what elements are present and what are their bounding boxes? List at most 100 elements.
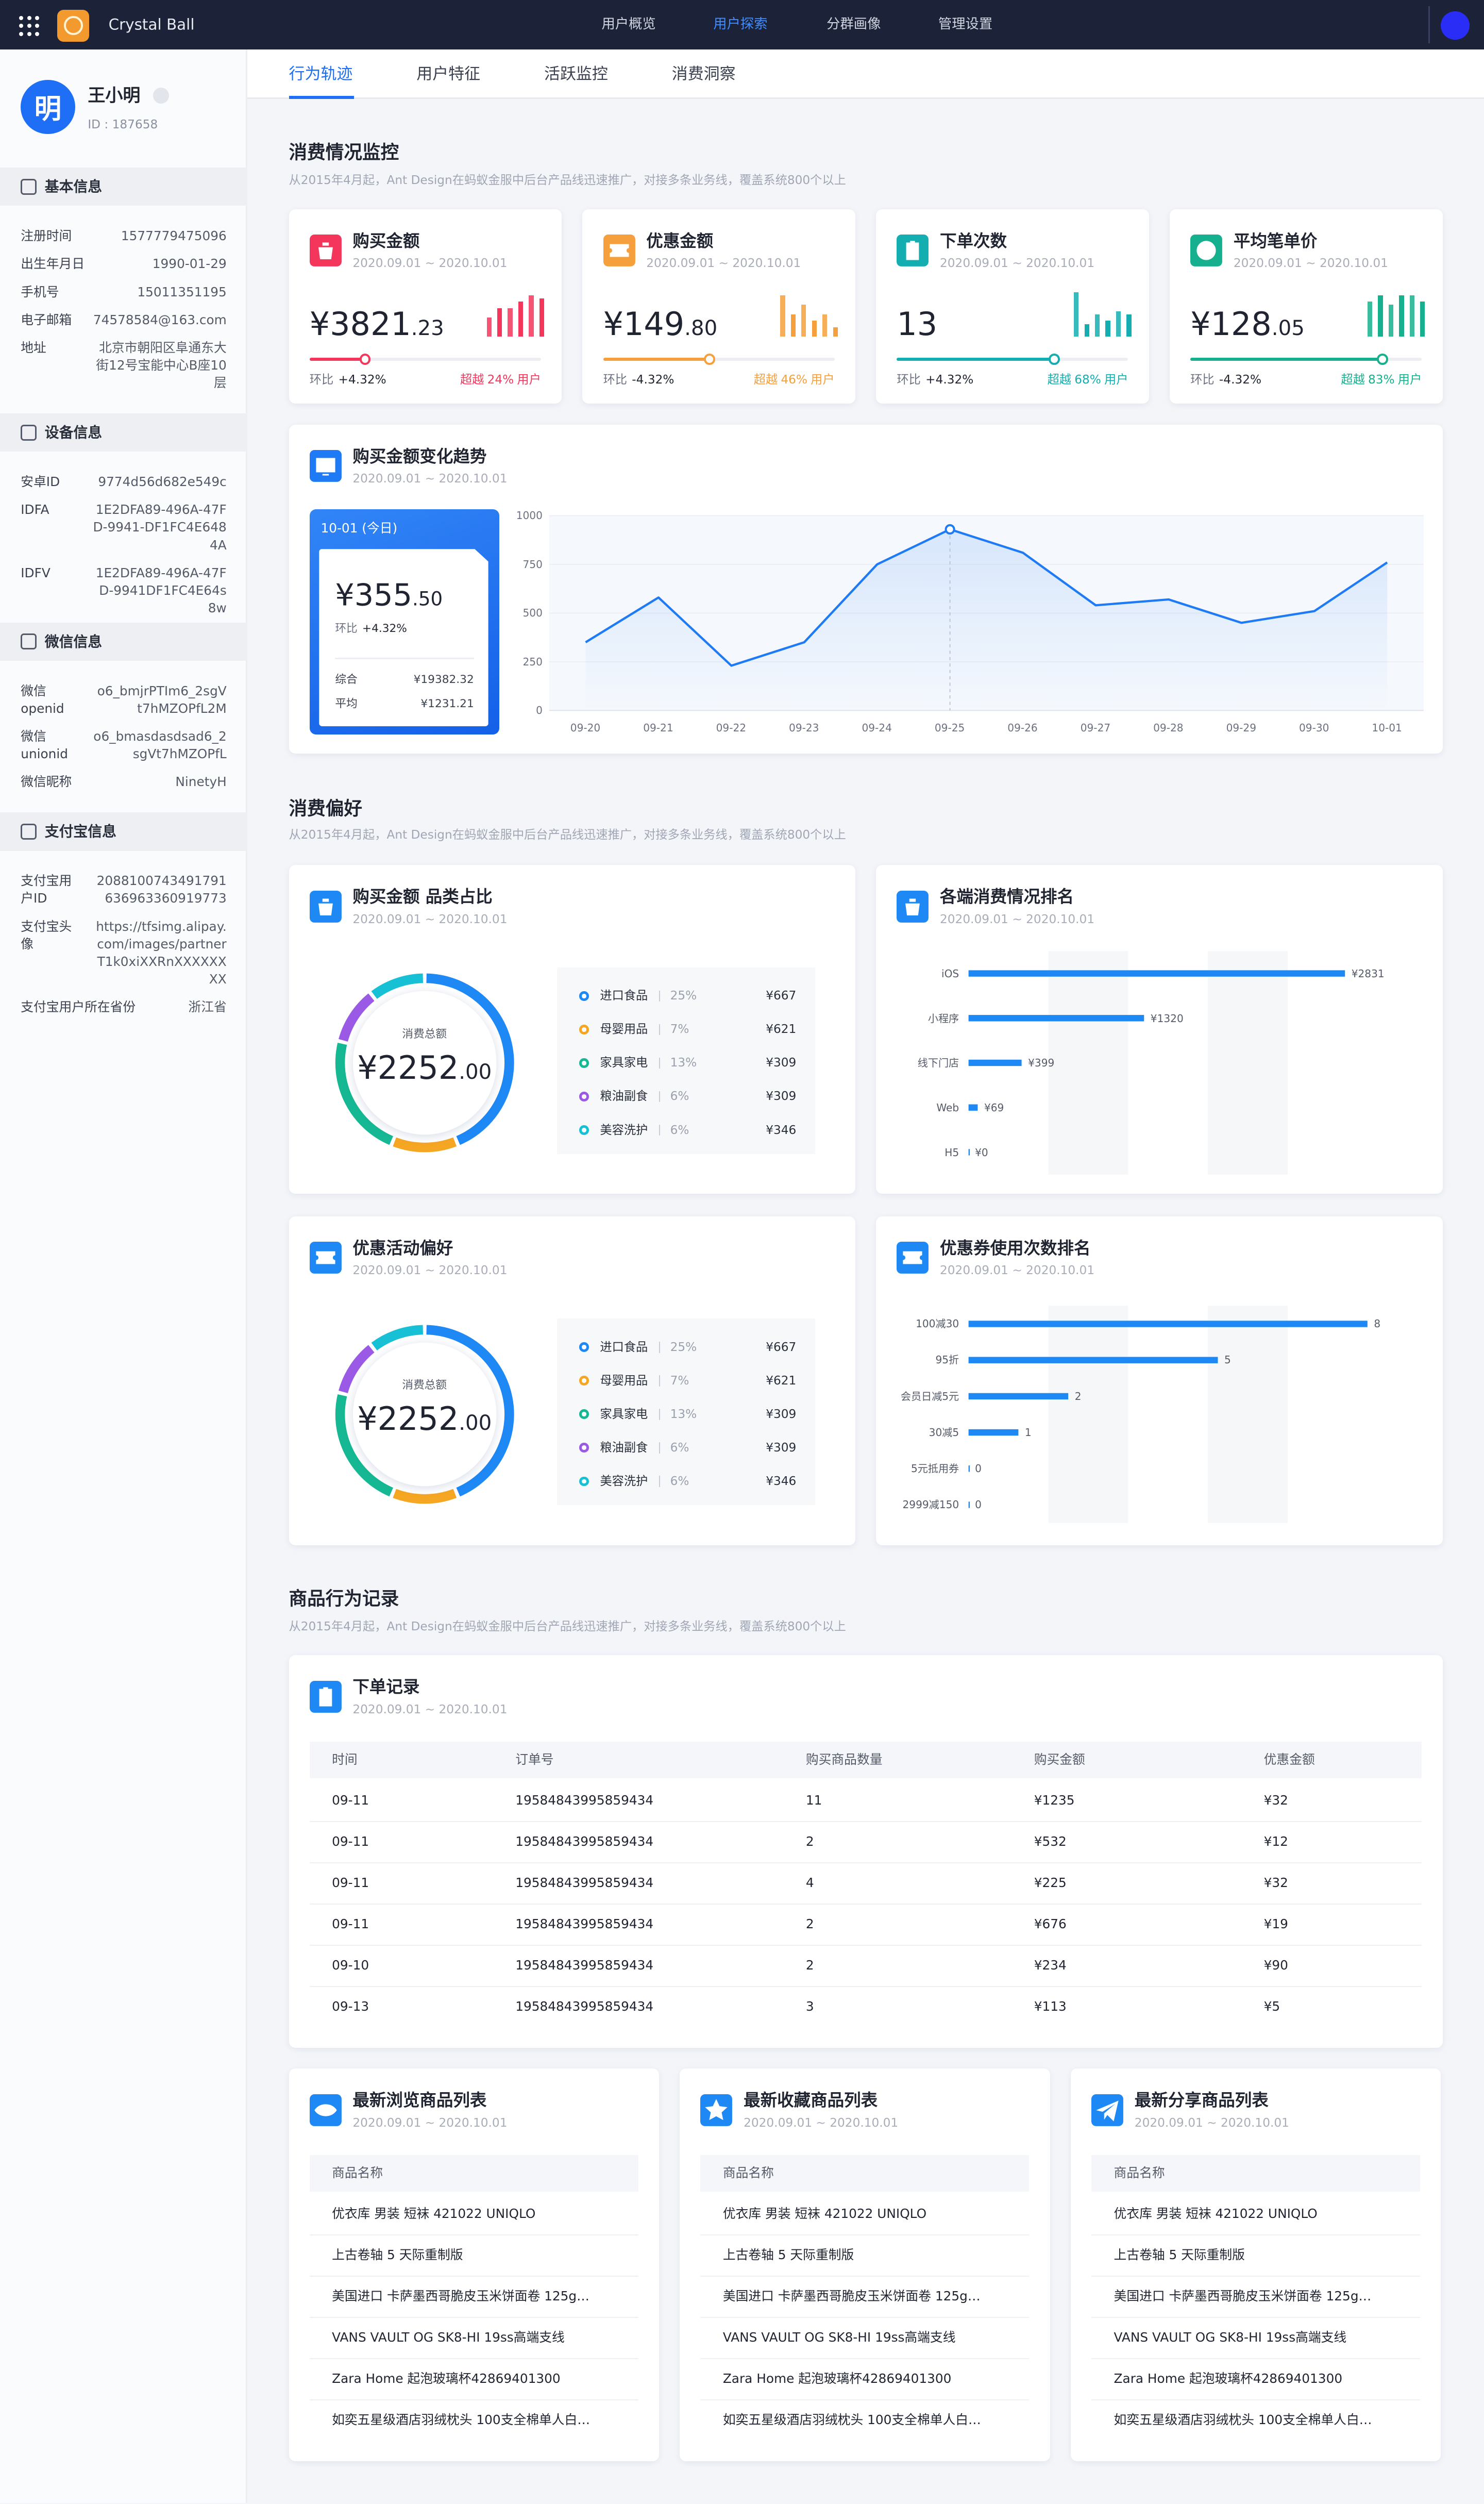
section-title: 消费情况监控 [289, 142, 399, 163]
kpi-value: ¥149.80 [603, 305, 718, 343]
icon [309, 891, 342, 923]
donut-card: 优惠活动偏好 2020.09.01 ~ 2020.10.01 消费总额 ¥2252.0… [289, 1216, 855, 1545]
info-label: 支付宝用户所在省份 [21, 999, 136, 1015]
mini-bar [508, 308, 513, 337]
info-row: 电子邮箱 74578584@163.com [21, 311, 226, 329]
table-cell: 19584843995859434 [515, 1957, 654, 1973]
beat-suffix: 用户 [811, 373, 835, 387]
kpi-decimal: .05 [1271, 316, 1305, 340]
bar-label: 30减5 [929, 1426, 959, 1439]
bar-chart [968, 951, 1345, 1175]
icon [309, 235, 342, 267]
row-sep [1091, 2234, 1421, 2236]
legend-box [556, 1318, 816, 1506]
info-value: o6_bmasdasdsad6_2sgVt7hMZOPfL [93, 729, 227, 762]
table-cell: ¥32 [1263, 1793, 1288, 1808]
center-integer: ¥2252 [357, 1049, 459, 1087]
legend-name: 母婴用品 [600, 1373, 648, 1388]
list-item: 上古卷轴 5 天际重制版 [722, 2247, 854, 2263]
info-row: 出生年月日 1990-01-29 [21, 255, 226, 273]
bar [968, 1357, 1218, 1363]
bar-label: iOS [941, 967, 959, 980]
icon-glyph [1096, 2100, 1119, 2122]
info-row: IDFA 1E2DFA89-496A-47FD-9941-DF1FC4E6484A [21, 501, 226, 554]
icon-glyph [316, 1251, 335, 1264]
info-label: 安卓ID [21, 474, 60, 490]
table-cell: 09-10 [332, 1957, 369, 1973]
card-date: 2020.09.01 ~ 2020.10.01 [1233, 256, 1388, 271]
legend-amount: ¥309 [766, 1407, 797, 1421]
kpi-decimal: .23 [411, 316, 444, 340]
mini-bar [1084, 324, 1089, 337]
avatar-button [1441, 11, 1470, 40]
kpi-change: 环比 +4.32% [897, 373, 973, 387]
pie-segment [335, 1394, 393, 1497]
card-title: 下单记录 [352, 1677, 420, 1697]
mini-bar [1378, 295, 1383, 337]
card-title: 下单次数 [940, 231, 1007, 251]
list-item: 如奕五星级酒店羽绒枕头 100支全棉单人白… [722, 2412, 981, 2427]
card-title: 最新分享商品列表 [1134, 2090, 1269, 2110]
change-label: 环比 [897, 373, 921, 387]
card-date: 2020.09.01 ~ 2020.10.01 [646, 256, 801, 271]
progress-dot [1377, 353, 1388, 365]
info-label: 微信unionid [21, 729, 68, 762]
table-cell: ¥113 [1034, 1998, 1067, 2014]
card-title: 购买金额 [352, 231, 420, 251]
table-cell: 19584843995859434 [515, 1834, 654, 1849]
list-item: 如奕五星级酒店羽绒枕头 100支全棉单人白… [1114, 2412, 1372, 2427]
icon [309, 1242, 342, 1274]
change-value: -4.32% [1219, 373, 1262, 387]
list-item: 美国进口 卡萨墨西哥脆皮玉米饼面卷 125g… [332, 2289, 589, 2304]
gender-icon [153, 88, 170, 104]
y-tick-label: 1000 [516, 509, 543, 522]
legend-percent: 13% [670, 1407, 697, 1421]
bar [968, 970, 1345, 977]
menu-dot [19, 24, 24, 28]
info-row: 支付宝用户所在省份 浙江省 [21, 998, 226, 1016]
info-list: 支付宝用户ID 2088100743491791636963360919773 支付… [21, 872, 226, 1026]
section-header [0, 812, 247, 851]
center-decimal: .00 [459, 1060, 492, 1084]
kpi-value: 13 [897, 305, 937, 343]
menu-dot [35, 15, 40, 20]
line-chart [549, 515, 1424, 711]
table-header [309, 1741, 1422, 1778]
beat-suffix: 用户 [1397, 373, 1422, 387]
bar-value: 0 [975, 1498, 982, 1511]
change-value: +4.32% [362, 622, 407, 636]
list-item: 美国进口 卡萨墨西哥脆皮玉米饼面卷 125g… [1114, 2289, 1372, 2304]
card-date: 2020.09.01 ~ 2020.10.01 [352, 472, 508, 486]
icon-glyph [905, 898, 920, 915]
card-title: 各端消费情况排名 [940, 887, 1074, 907]
change-value: -4.32% [632, 373, 674, 387]
section-desc: 从2015年4月起，Ant Design在蚂蚁金服中后台产品线迅速推广，对接多条… [289, 173, 846, 188]
section-title: 商品行为记录 [289, 1588, 399, 1610]
card-date: 2020.09.01 ~ 2020.10.01 [352, 912, 508, 926]
bar-chart [968, 1306, 1368, 1523]
mini-bar [518, 302, 524, 337]
section-desc: 从2015年4月起，Ant Design在蚂蚁金服中后台产品线迅速推广，对接多条… [289, 827, 846, 842]
progress-fill [1190, 357, 1382, 361]
pie-segment [392, 1138, 457, 1153]
card-date: 2020.09.01 ~ 2020.10.01 [352, 256, 508, 271]
stripe [1048, 1306, 1128, 1523]
kpi-beat: 超越 68% 用户 [1048, 373, 1128, 387]
card-date: 2020.09.01 ~ 2020.10.01 [940, 912, 1095, 926]
icon [700, 2094, 733, 2126]
list-header [1091, 2155, 1421, 2192]
row-sep [1091, 2399, 1421, 2400]
stripe [1208, 951, 1288, 1175]
table-cell: 19584843995859434 [515, 1998, 654, 2014]
mini-bar [1409, 295, 1414, 337]
legend-amount: ¥346 [766, 1123, 797, 1137]
column-header: 优惠金额 [1263, 1752, 1315, 1767]
legend-dot [579, 1092, 589, 1101]
highlight-point [945, 524, 955, 535]
list-item: VANS VAULT OG SK8-HI 19ss高端支线 [332, 2330, 565, 2345]
column-header: 订单号 [515, 1752, 554, 1767]
line [584, 528, 1388, 667]
avg-label: 平均 [335, 697, 358, 710]
card-date: 2020.09.01 ~ 2020.10.01 [352, 1702, 508, 1716]
